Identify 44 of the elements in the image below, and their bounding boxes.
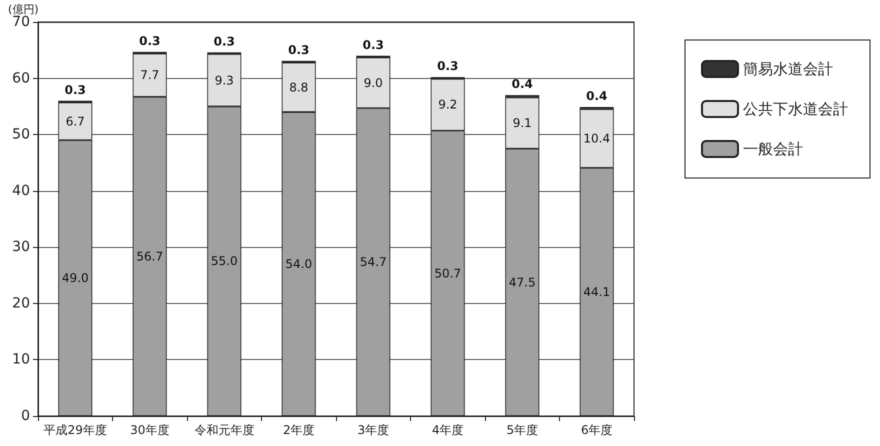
data-label: 0.4 [586,88,608,103]
x-tick-label: 4年度 [432,423,464,437]
y-tick-label: 50 [12,126,30,143]
data-label: 0.3 [437,59,458,74]
data-label: 0.3 [139,34,160,48]
data-label: 6.7 [66,114,85,128]
data-label: 54.7 [360,255,387,270]
data-label: 10.4 [583,132,610,146]
legend-label: 一般会計 [743,140,803,158]
data-label: 0.4 [512,77,533,92]
data-label: 9.0 [364,76,383,90]
data-label: 0.3 [214,34,235,48]
data-label: 8.8 [289,80,308,94]
legend-label: 簡易水道会計 [743,60,833,78]
data-label: 9.3 [214,73,234,88]
y-tick-label: 70 [12,14,30,30]
data-label: 44.1 [583,284,610,299]
y-tick-label: 40 [12,182,30,199]
y-tick-label: 10 [12,352,30,368]
x-tick-label: 3年度 [357,423,390,437]
data-label: 54.0 [285,257,312,272]
data-label: 9.2 [438,98,458,112]
data-label: 7.7 [140,68,160,82]
x-tick-label: 6年度 [580,423,613,437]
data-label: 0.3 [362,38,384,52]
data-label: 0.3 [64,82,86,97]
x-tick-label: 5年度 [506,423,538,437]
x-tick-label: 30年度 [130,423,170,437]
x-tick-label: 令和元年度 [194,423,254,437]
data-label: 56.7 [136,249,164,264]
x-tick-label: 平成29年度 [44,423,107,437]
y-tick-label: 0 [21,408,30,424]
y-tick-label: 60 [12,70,30,86]
y-tick-label: 20 [12,295,30,312]
legend-label: 公共下水道会計 [743,100,848,118]
data-label: 9.1 [512,116,532,130]
data-label: 0.3 [288,42,310,57]
data-label: 49.0 [62,271,89,286]
data-label: 50.7 [434,266,462,280]
y-axis-title: (億円) [8,3,39,16]
data-label: 55.0 [210,254,238,268]
data-label: 47.5 [508,275,536,290]
y-tick-label: 30 [12,239,30,256]
x-tick-label: 2年度 [282,423,315,437]
